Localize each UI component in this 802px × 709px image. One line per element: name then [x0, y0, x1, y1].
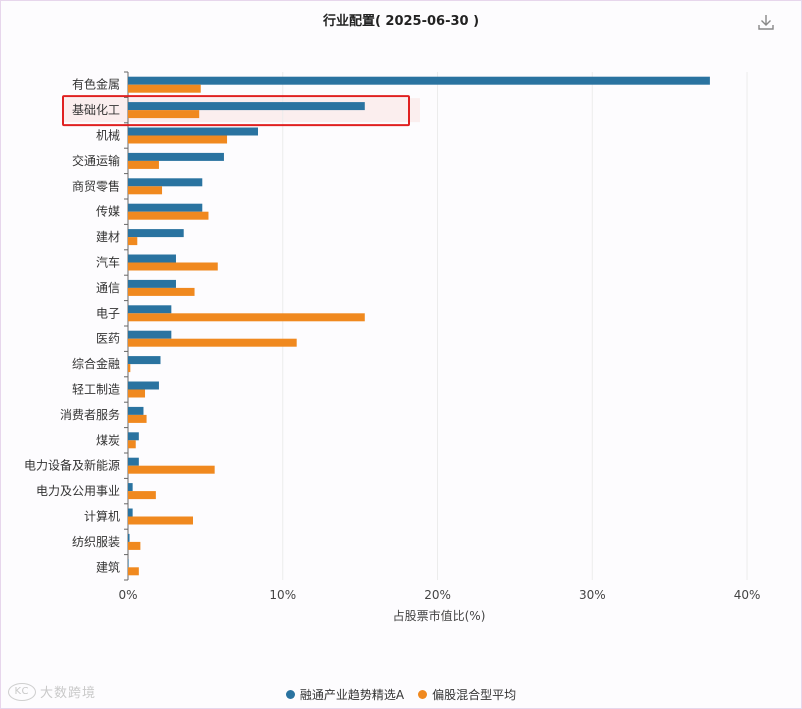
bar-series-2[interactable]: [128, 186, 163, 195]
legend-item-series-2[interactable]: 偏股混合型平均: [418, 686, 516, 703]
y-tick-label: 电力设备及新能源: [24, 458, 120, 473]
bar-series-1[interactable]: [128, 279, 176, 288]
y-tick-label: 综合金融: [72, 356, 120, 371]
bar-series-1[interactable]: [128, 533, 130, 542]
y-tick-label: 医药: [96, 332, 120, 346]
y-tick-label: 消费者服务: [60, 407, 120, 422]
y-tick-label: 交通运输: [72, 153, 120, 168]
y-tick-label: 电子: [96, 306, 120, 320]
bar-series-2[interactable]: [128, 160, 159, 169]
y-tick-label: 汽车: [96, 255, 120, 270]
y-tick-label: 基础化工: [72, 103, 120, 117]
bar-series-1[interactable]: [128, 559, 129, 568]
legend-marker-series-2: [418, 690, 428, 699]
bar-series-2[interactable]: [128, 440, 136, 449]
y-tick-label: 轻工制造: [72, 383, 120, 397]
bar-series-2[interactable]: [128, 414, 147, 423]
highlight-box: [62, 95, 410, 127]
legend-label-series-1: 融通产业趋势精选A: [299, 688, 405, 702]
bar-series-2[interactable]: [128, 237, 138, 246]
y-tick-label: 建筑: [96, 559, 120, 574]
watermark-logo-icon: KC: [8, 682, 36, 701]
bar-series-2[interactable]: [128, 491, 156, 500]
bar-series-1[interactable]: [128, 381, 159, 390]
bar-series-2[interactable]: [128, 287, 195, 296]
bar-series-1[interactable]: [128, 483, 133, 492]
y-tick-label: 计算机: [84, 509, 120, 524]
bar-series-2[interactable]: [128, 516, 193, 525]
bar-series-2[interactable]: [128, 338, 297, 347]
bar-series-2[interactable]: [128, 313, 365, 322]
y-tick-label: 传媒: [96, 204, 120, 219]
bar-series-2[interactable]: [128, 567, 139, 576]
watermark-text: 大数跨境: [40, 686, 97, 701]
y-tick-label: 建材: [96, 230, 120, 244]
chart-title: 行业配置( 2025-06-30 ): [322, 14, 480, 29]
y-tick-label: 有色金属: [72, 77, 120, 92]
x-tick-label: 10%: [269, 588, 296, 602]
bar-series-2[interactable]: [128, 110, 200, 119]
bar-series-1[interactable]: [128, 305, 172, 314]
bar-series-2[interactable]: [128, 262, 218, 271]
bar-series-1[interactable]: [128, 432, 139, 441]
x-axis-label: 占股票市值比(%): [393, 608, 486, 623]
x-tick-label: 30%: [579, 588, 606, 602]
y-tick-label: 煤炭: [96, 433, 120, 447]
bar-series-1[interactable]: [128, 356, 161, 365]
bar-series-1[interactable]: [128, 254, 176, 263]
watermark: KC 大数跨境: [8, 682, 96, 701]
bar-series-1[interactable]: [128, 152, 224, 161]
y-tick-label: 电力及公用事业: [36, 484, 120, 498]
bar-series-1[interactable]: [128, 178, 203, 187]
bar-series-2[interactable]: [128, 211, 209, 220]
x-tick-label: 0%: [118, 588, 137, 602]
legend-label-series-2: 偏股混合型平均: [432, 688, 517, 702]
bar-series-1[interactable]: [128, 127, 258, 136]
bar-series-2[interactable]: [128, 84, 201, 93]
bar-series-2[interactable]: [128, 135, 228, 144]
y-tick-label: 商贸零售: [72, 178, 120, 193]
bar-series-1[interactable]: [128, 406, 144, 415]
bar-series-1[interactable]: [128, 102, 365, 111]
bar-series-1[interactable]: [128, 229, 184, 238]
bar-series-2[interactable]: [128, 465, 215, 474]
x-tick-label: 20%: [424, 588, 451, 602]
x-tick-label: 40%: [734, 588, 761, 602]
y-tick-label: 通信: [96, 281, 120, 295]
y-tick-label: 机械: [96, 128, 120, 143]
bar-series-1[interactable]: [128, 203, 203, 212]
bar-series-1[interactable]: [128, 457, 139, 466]
legend: 融通产业趋势精选A 偏股混合型平均: [0, 686, 802, 703]
bar-series-2[interactable]: [128, 389, 146, 398]
bar-series-1[interactable]: [128, 330, 172, 339]
bar-series-1[interactable]: [128, 508, 133, 517]
bar-series-1[interactable]: [128, 76, 710, 85]
bar-series-2[interactable]: [128, 364, 131, 373]
y-tick-label: 纺织服装: [72, 535, 120, 549]
download-icon[interactable]: [756, 12, 776, 32]
bar-series-2[interactable]: [128, 541, 141, 550]
legend-item-series-1[interactable]: 融通产业趋势精选A: [285, 686, 405, 703]
legend-marker-series-1: [285, 690, 295, 699]
